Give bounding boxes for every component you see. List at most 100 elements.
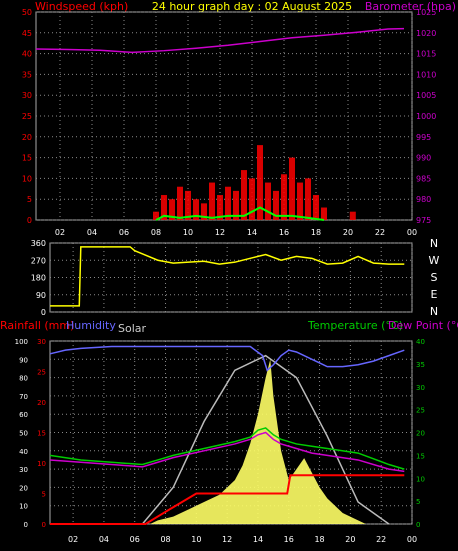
wind-gust-bar <box>297 182 303 220</box>
barometer-axis-title: Barometer (hpa) <box>365 0 456 13</box>
x-tick-label: 12 <box>222 535 232 544</box>
x-tick-label: 00 <box>407 535 417 544</box>
rain-humidity-temp-panel: 0 10 20 30 40 50 60 70 80 90 10 00 5 10 15 20 25 30 0 5 10 15… <box>15 338 425 544</box>
direction-tick-label: 180 <box>31 274 46 283</box>
barometer-tick-label: 980 <box>416 195 431 204</box>
wind-gust-bar <box>169 199 175 220</box>
x-tick-label: 08 <box>151 228 161 237</box>
compass-label: W <box>429 254 440 267</box>
humidity-tick-label: 30 <box>19 466 28 474</box>
barometer-tick-label: 1010 <box>416 70 436 79</box>
rainfall-tick-label: 20 <box>37 399 46 407</box>
temperature-tick-label: 15 <box>416 452 425 460</box>
direction-tick-label: 0 <box>41 308 46 317</box>
wind-gust-bar <box>161 195 167 220</box>
humidity-line <box>49 345 405 372</box>
barometer-tick-label: 985 <box>416 174 431 183</box>
wind-gust-bar <box>225 186 231 220</box>
wind-gust-bar <box>281 174 287 220</box>
wind-gust-bar <box>217 195 223 220</box>
barometer-tick-label: 1015 <box>416 50 436 59</box>
compass-label: E <box>431 288 438 301</box>
temperature-tick-label: 10 <box>416 475 425 483</box>
wind-gust-bar <box>249 178 255 220</box>
solar-axis-title: Solar <box>118 322 147 335</box>
windspeed-tick-label: 30 <box>22 91 32 100</box>
compass-label: N <box>430 305 438 318</box>
humidity-axis-title: Humidity <box>66 319 116 332</box>
wind-gust-bar <box>321 207 327 220</box>
wind-gust-bar <box>185 190 191 220</box>
x-tick-label: 04 <box>87 228 97 237</box>
x-tick-label: 18 <box>311 228 321 237</box>
rainfall-tick-label: 25 <box>37 369 46 377</box>
windspeed-tick-label: 25 <box>22 112 32 121</box>
x-tick-label: 08 <box>160 535 170 544</box>
humidity-tick-label: 50 <box>19 430 28 438</box>
compass-label: N <box>430 237 438 250</box>
humidity-tick-label: 70 <box>19 393 28 401</box>
wind-gust-bar <box>305 178 311 220</box>
temperature-tick-label: 40 <box>416 338 425 346</box>
wind-gust-bar <box>313 195 319 220</box>
rainfall-tick-label: 30 <box>37 338 46 346</box>
temperature-line <box>49 427 405 470</box>
windspeed-tick-label: 40 <box>22 50 32 59</box>
x-tick-label: 06 <box>119 228 129 237</box>
humidity-tick-label: 0 <box>24 521 28 529</box>
x-tick-label: 04 <box>99 535 109 544</box>
humidity-tick-label: 80 <box>19 375 28 383</box>
x-tick-label: 22 <box>375 228 385 237</box>
chart-title: 24 hour graph day : 02 August 2025 <box>152 0 352 13</box>
wind-gust-bar <box>265 182 271 220</box>
direction-tick-label: 270 <box>31 256 46 265</box>
rainfall-tick-label: 15 <box>37 430 46 438</box>
rainfall-tick-label: 5 <box>42 491 46 499</box>
humidity-tick-label: 90 <box>19 356 28 364</box>
solar-max-line <box>141 354 390 525</box>
wind-direction-line <box>50 246 405 307</box>
wind-gust-bar <box>241 170 247 220</box>
rainfall-axis-title: Rainfall (mm) <box>0 319 74 332</box>
temperature-tick-label: 25 <box>416 407 425 415</box>
wind-gust-bar <box>257 145 263 220</box>
x-tick-label: 16 <box>279 228 289 237</box>
x-tick-label: 10 <box>191 535 201 544</box>
wind-average-line <box>155 206 325 221</box>
x-tick-label: 00 <box>407 228 417 237</box>
windspeed-tick-label: 35 <box>22 70 32 79</box>
windspeed-tick-label: 5 <box>27 195 32 204</box>
solar-area <box>150 359 366 524</box>
wind-gust-bar <box>201 203 207 220</box>
x-tick-label: 12 <box>215 228 225 237</box>
temperature-tick-label: 5 <box>416 498 420 506</box>
dewpoint-axis-title: Dew Point (°C) <box>388 319 458 332</box>
humidity-tick-label: 60 <box>19 411 28 419</box>
rainfall-tick-label: 10 <box>37 460 46 468</box>
windspeed-tick-label: 50 <box>22 8 32 17</box>
direction-tick-label: 360 <box>31 239 46 248</box>
compass-label: S <box>431 271 438 284</box>
x-tick-label: 10 <box>183 228 193 237</box>
temperature-tick-label: 30 <box>416 384 425 392</box>
temperature-tick-label: 35 <box>416 361 425 369</box>
humidity-tick-label: 20 <box>19 484 28 492</box>
temperature-tick-label: 0 <box>416 521 420 529</box>
dewpoint-line <box>49 431 405 473</box>
wind-gust-bar <box>177 186 183 220</box>
rainfall-line <box>50 474 405 525</box>
humidity-tick-label: 10 <box>19 503 28 511</box>
x-tick-label: 14 <box>247 228 257 237</box>
humidity-tick-label: 100 <box>15 338 28 346</box>
wind-gust-bar <box>349 211 356 220</box>
wind-gust-bar <box>209 182 215 220</box>
windspeed-axis-title: Windspeed (kph) <box>35 0 128 13</box>
wind-gust-bar <box>233 190 239 220</box>
humidity-tick-label: 40 <box>19 448 28 456</box>
temperature-axis-title: Temperature (°C) <box>307 319 403 332</box>
x-tick-label: 02 <box>55 228 65 237</box>
barometer-tick-label: 975 <box>416 216 431 225</box>
barometer-tick-label: 990 <box>416 154 431 163</box>
x-tick-label: 14 <box>253 535 263 544</box>
